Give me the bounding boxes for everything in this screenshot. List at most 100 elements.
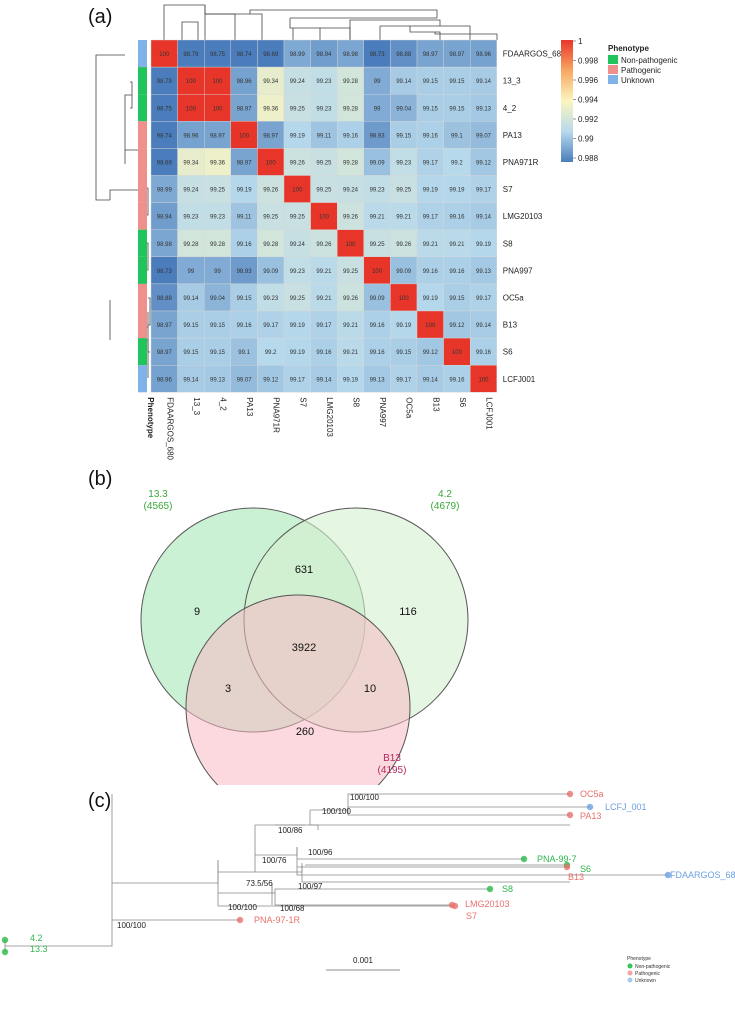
- heatmap-cell-value: 99.21: [396, 215, 412, 221]
- venn-set-b-name: 4.2: [438, 489, 452, 500]
- heatmap-cell-value: 98.98: [343, 52, 359, 58]
- heatmap-cell-value: 100: [212, 79, 223, 85]
- tree-tip-marker: [566, 811, 574, 819]
- heatmap-cell-value: 99.17: [316, 323, 332, 329]
- heatmap-cell: [203, 66, 231, 95]
- phenotype-strip-cell: [138, 121, 147, 149]
- heatmap-cell: [283, 93, 311, 122]
- heatmap-cell-value: 99.15: [210, 323, 226, 329]
- heatmap-cell: [150, 39, 178, 68]
- heatmap-cell-value: 98.97: [449, 52, 465, 58]
- heatmap-cell-value: 99: [188, 269, 195, 275]
- heatmap-cell-value: 98.96: [157, 377, 173, 383]
- heatmap-cell-value: 99.19: [423, 296, 439, 302]
- heatmap-cell-value: 99.25: [343, 269, 359, 275]
- heatmap-cell: [203, 256, 231, 285]
- heatmap-cell: [470, 175, 498, 203]
- heatmap-cell: [470, 39, 498, 68]
- heatmap-cell-value: 99.2: [451, 160, 463, 166]
- heatmap-cell: [310, 256, 338, 285]
- phenotype-strip-cell: [138, 311, 147, 339]
- heatmap-cell: [443, 337, 471, 366]
- heatmap-cell-value: 99.19: [290, 133, 306, 139]
- heatmap-cell-value: 99.36: [210, 160, 226, 166]
- heatmap-cell: [310, 337, 338, 366]
- heatmap-cell-value: 99.21: [449, 242, 465, 248]
- heatmap-cell: [390, 337, 418, 366]
- heatmap-cell-value: 99.21: [343, 350, 359, 356]
- heatmap-cell: [177, 121, 205, 149]
- heatmap-cell-value: 99.17: [423, 215, 439, 221]
- node-support-1: 100/100: [350, 793, 379, 802]
- colorbar: [561, 40, 573, 162]
- heatmap-cell-value: 100: [399, 296, 410, 302]
- tree-tip-label: LMG20103: [465, 899, 510, 909]
- node-support-5: 100/76: [262, 856, 287, 865]
- heatmap-cell-value: 99.16: [423, 269, 439, 275]
- phenotype-strip-cell: [138, 148, 147, 176]
- heatmap-col-label: S8: [352, 397, 361, 407]
- heatmap-cell: [363, 66, 391, 95]
- heatmap-cell-value: 99.23: [316, 79, 332, 85]
- tree-tip-marker: [1, 936, 9, 944]
- heatmap-cell: [150, 202, 178, 230]
- heatmap-cell-value: 100: [239, 133, 250, 139]
- heatmap-cell-value: 99.25: [290, 106, 306, 112]
- tree-tip-marker: [1, 948, 9, 956]
- colorbar-tick-label: 1: [578, 37, 583, 46]
- heatmap-cell-value: 98.69: [263, 52, 279, 58]
- heatmap-cell-value: 99.17: [476, 188, 492, 194]
- legend-label-unknown: Unknown: [621, 76, 654, 85]
- heatmap-cell-value: 99.34: [183, 160, 199, 166]
- heatmap-cell: [177, 66, 205, 95]
- heatmap-cell-value: 99.16: [449, 269, 465, 275]
- heatmap-cell: [337, 66, 365, 95]
- colorbar-tick-label: 0.99: [578, 135, 594, 144]
- heatmap-cell: [230, 365, 258, 393]
- tree-tip-label: S7: [466, 911, 477, 921]
- heatmap-cell: [337, 202, 365, 230]
- phenotype-strip-cell: [138, 175, 147, 203]
- tree-legend-label-unknown: Unknown: [635, 978, 656, 984]
- heatmap-cell-value: 99.21: [316, 296, 332, 302]
- heatmap-col-label: S7: [298, 397, 307, 407]
- heatmap-cell: [390, 39, 418, 68]
- heatmap-cell-value: 99.28: [343, 160, 359, 166]
- tree-legend-label-pathogenic: Pathogenic: [635, 971, 661, 977]
- tree-tip-marker: [563, 863, 571, 871]
- heatmap-row-label: B13: [503, 321, 518, 330]
- heatmap-cell: [443, 202, 471, 230]
- heatmap-cell: [230, 229, 258, 257]
- heatmap-cell-value: 99.16: [449, 215, 465, 221]
- venn-circle-b13: [185, 594, 411, 785]
- heatmap-cell-value: 99.19: [396, 323, 412, 329]
- heatmap-cell: [283, 39, 311, 68]
- heatmap-cell: [416, 310, 444, 339]
- node-support-8: 100/100: [228, 903, 257, 912]
- phenotype-strip-cell: [138, 256, 147, 284]
- heatmap-cell-value: 99.11: [237, 215, 252, 221]
- heatmap-cell: [363, 365, 391, 393]
- heatmap-cell-value: 99.13: [476, 106, 492, 112]
- panel-label-c: (c): [88, 790, 112, 812]
- node-support-2: 100/100: [322, 807, 351, 816]
- tree-tip-marker: [236, 916, 244, 924]
- heatmap-cell-value: 99.19: [423, 188, 439, 194]
- heatmap-cell: [416, 256, 444, 285]
- heatmap-cell-value: 98.97: [237, 160, 253, 166]
- heatmap-cell-value: 98.97: [237, 106, 253, 112]
- heatmap-cell: [337, 365, 365, 393]
- heatmap-cell-value: 99.28: [183, 242, 199, 248]
- colorbar-tick-label: 0.988: [578, 154, 599, 163]
- heatmap-cell: [203, 175, 231, 203]
- heatmap-cell: [257, 148, 285, 176]
- heatmap-cell: [203, 39, 231, 68]
- heatmap-cell-value: 98.97: [263, 133, 279, 139]
- heatmap-cell-value: 99.14: [316, 377, 332, 383]
- heatmap-cell-value: 99.14: [183, 377, 199, 383]
- tree-phenotype-legend: Phenotype Non-pathogenic Pathogenic Unkn…: [627, 956, 671, 984]
- phenotype-strip-cell: [138, 229, 147, 257]
- heatmap-cell: [363, 93, 391, 122]
- heatmap-cell: [310, 175, 338, 203]
- heatmap-cell-value: 99.14: [476, 215, 492, 221]
